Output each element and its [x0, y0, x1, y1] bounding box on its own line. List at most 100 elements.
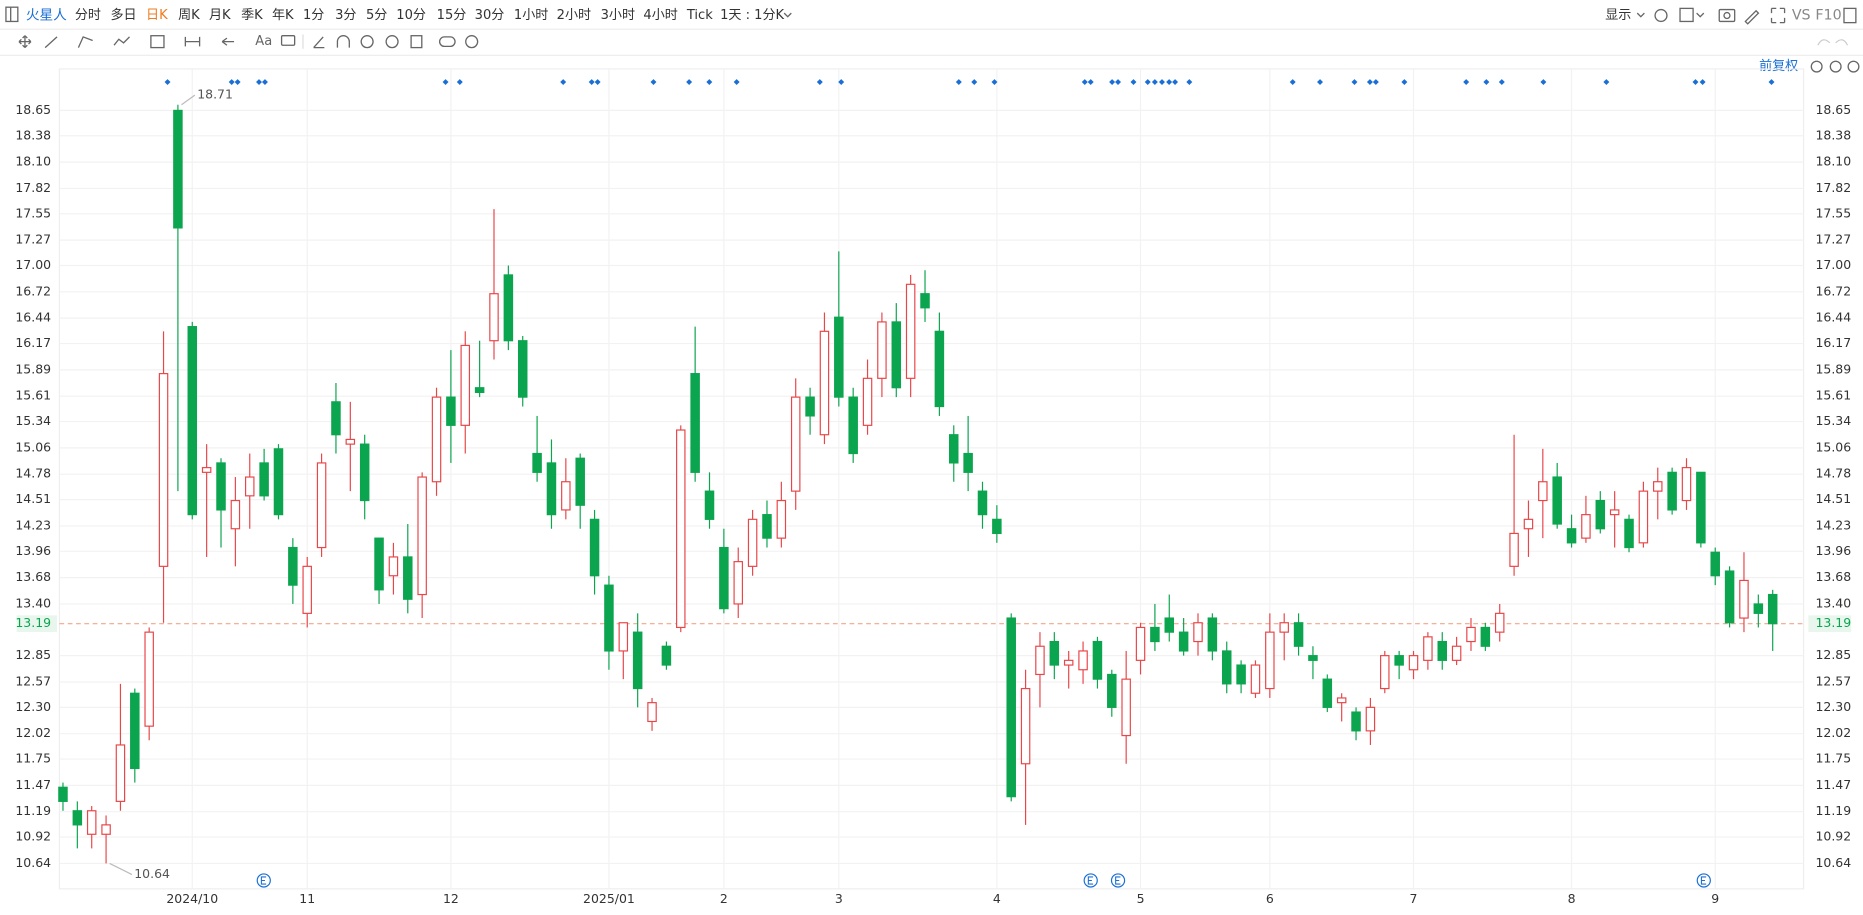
candle-body: [1121, 678, 1131, 737]
link-tool[interactable]: [438, 36, 456, 48]
note-tool[interactable]: [280, 35, 296, 46]
y-tick-label-right: 15.61: [1815, 388, 1851, 403]
interval-select[interactable]: 1天 : 1分K: [720, 8, 784, 23]
event-marker: [1351, 79, 1358, 86]
reset-zoom[interactable]: [1810, 60, 1823, 73]
x-tick-label: 6: [1266, 891, 1274, 906]
candle-body: [1207, 617, 1218, 652]
y-tick-label-right: 16.72: [1815, 283, 1851, 298]
candle-body: [517, 340, 528, 398]
candle-body: [474, 387, 485, 394]
text-tool[interactable]: Aa: [255, 34, 272, 49]
period-tab[interactable]: 10分: [396, 8, 426, 23]
y-tick-label-right: 17.00: [1815, 257, 1851, 272]
candle-body: [790, 396, 801, 492]
line-tool[interactable]: [44, 36, 58, 49]
fullscreen-icon[interactable]: [1770, 7, 1786, 24]
candle-body: [1336, 697, 1347, 704]
tool-settings[interactable]: [465, 35, 479, 49]
period-tab[interactable]: 月K: [209, 8, 231, 23]
hide-tool[interactable]: [385, 35, 399, 49]
plot-frame: [58, 68, 1805, 890]
candle-body: [374, 537, 384, 591]
zoom-in[interactable]: [1847, 60, 1860, 73]
plot-area: 18.65 18.65 18.38 18.38 18.10 18.10 17.82 17.82…: [15, 68, 1851, 906]
candle-body: [1710, 551, 1720, 577]
y-tick-label-right: 17.27: [1815, 232, 1851, 247]
y-tick-label: 15.06: [15, 439, 51, 454]
y-tick-label: 13.68: [15, 569, 51, 584]
candle-body: [1178, 631, 1189, 652]
channel-tool[interactable]: [77, 36, 93, 48]
x-tick-label: 11: [299, 891, 315, 906]
y-tick-label: 11.75: [15, 751, 51, 766]
f10-button[interactable]: F10: [1815, 8, 1841, 24]
candle-body: [1609, 509, 1620, 516]
candle-body: [201, 467, 212, 473]
candle-body: [101, 824, 111, 835]
candle-body: [1035, 645, 1045, 676]
camera-lens: [1723, 11, 1731, 20]
period-tab[interactable]: 1小时: [514, 8, 548, 23]
x-tick-label: 2024/10: [166, 891, 218, 906]
undo-redo[interactable]: [1817, 39, 1849, 46]
x-tick-label: 2025/01: [583, 891, 635, 906]
candle-body: [1724, 570, 1735, 624]
wave-tool[interactable]: [113, 36, 130, 46]
measure-tool[interactable]: [184, 36, 201, 47]
panel-toggle[interactable]: [1843, 7, 1857, 24]
y-tick-label: 16.44: [15, 310, 51, 325]
period-tab[interactable]: 1分: [303, 8, 324, 23]
candle-body: [704, 490, 715, 520]
period-tab[interactable]: 年K: [272, 8, 294, 23]
period-tab[interactable]: 周K: [178, 8, 200, 23]
period-tab[interactable]: 15分: [437, 8, 467, 23]
move-tool[interactable]: [18, 35, 32, 49]
fib-tool[interactable]: [150, 35, 165, 49]
period-tab[interactable]: Tick: [686, 8, 713, 23]
candle-body: [776, 499, 787, 539]
layout-icon[interactable]: [1679, 7, 1694, 23]
min-label: 10.64: [134, 866, 170, 881]
magnet-tool[interactable]: [336, 35, 350, 48]
lock-tool[interactable]: [360, 35, 374, 49]
period-tab[interactable]: 2小时: [557, 8, 591, 23]
y-tick-label-right: 17.82: [1815, 180, 1851, 195]
display-menu[interactable]: 显示: [1605, 8, 1631, 23]
settings-icon[interactable]: [1654, 8, 1668, 23]
period-tab[interactable]: 3小时: [601, 8, 635, 23]
stock-name[interactable]: 火星人: [26, 8, 67, 24]
pen-icon[interactable]: [1744, 9, 1760, 25]
candle-body: [575, 457, 585, 506]
period-tab[interactable]: 日K: [146, 8, 168, 23]
candle-body: [1509, 532, 1519, 567]
zoom-out[interactable]: [1829, 60, 1842, 73]
period-tab[interactable]: 30分: [475, 8, 505, 23]
period-tab[interactable]: 分时: [75, 8, 101, 23]
candle-body: [1164, 617, 1175, 633]
adjust-mode[interactable]: 前复权: [1759, 58, 1798, 74]
event-marker: [1317, 79, 1323, 86]
period-tab[interactable]: 季K: [241, 8, 263, 23]
angle-tool[interactable]: [313, 36, 325, 49]
vs-button[interactable]: VS: [1792, 8, 1811, 24]
event-marker: [164, 79, 171, 86]
camera-icon[interactable]: [1718, 8, 1736, 23]
arrow-tool[interactable]: [221, 37, 235, 46]
period-tab[interactable]: 3分: [335, 8, 356, 23]
candle-body: [403, 556, 413, 600]
y-tick-label: 16.72: [15, 283, 51, 298]
y-tick-label: 18.10: [15, 154, 51, 169]
event-marker: [816, 79, 823, 86]
sidebar-toggle[interactable]: [5, 6, 19, 23]
y-tick-label: 16.17: [15, 335, 51, 350]
period-tab[interactable]: 4小时: [643, 8, 677, 23]
x-tick-label: 12: [443, 891, 459, 906]
delete-tool[interactable]: [410, 35, 423, 49]
x-tick-label: 4: [993, 891, 1001, 906]
period-tab[interactable]: 5分: [366, 8, 387, 23]
y-tick-label-right: 11.19: [1815, 803, 1851, 818]
period-tab[interactable]: 多日: [111, 7, 137, 23]
